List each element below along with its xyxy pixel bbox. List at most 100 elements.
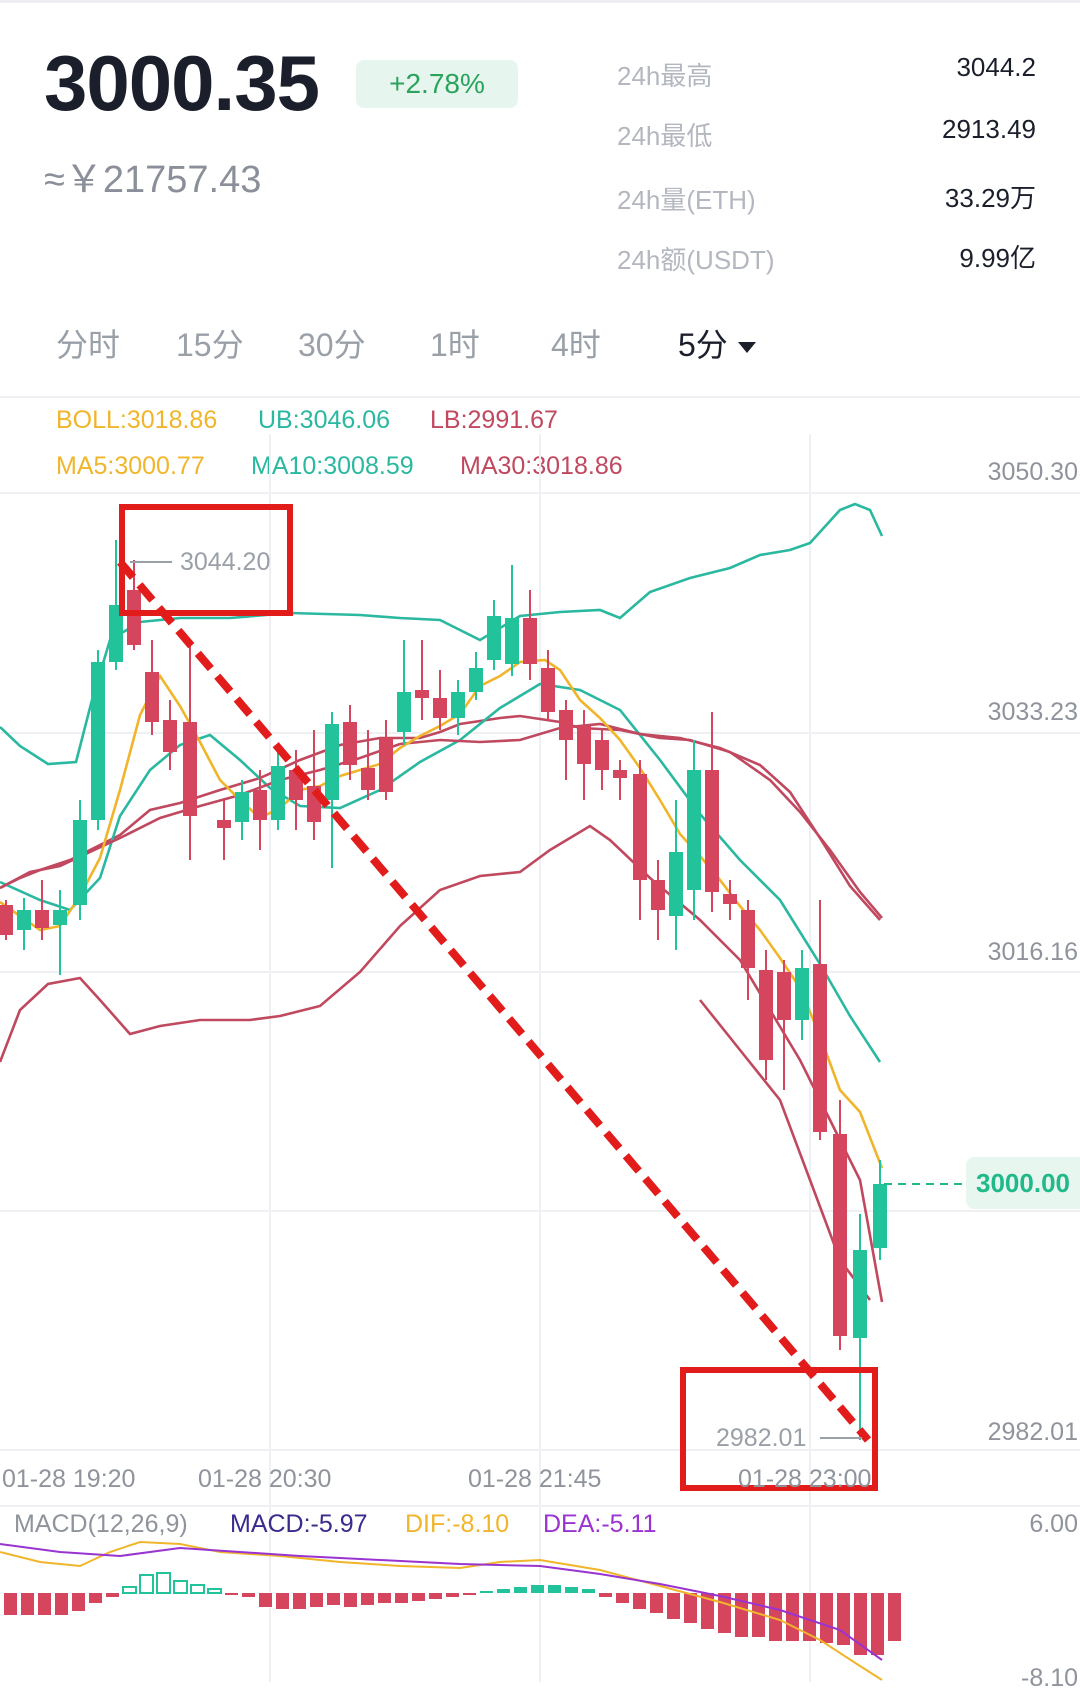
macd-bar [327, 1593, 340, 1605]
candle-body [109, 605, 123, 662]
divider [0, 396, 1080, 398]
macd-bar [429, 1593, 442, 1599]
stat-label-low: 24h最低 [617, 121, 713, 151]
x-tick-4: 01-28 23:00 [738, 1465, 872, 1493]
macd-bar [4, 1593, 17, 1615]
macd-bar [395, 1593, 408, 1603]
dea-value: DEA:-5.11 [543, 1510, 657, 1538]
candle-body [361, 768, 375, 790]
candle-body [541, 668, 555, 712]
ma30-line [0, 722, 881, 921]
top-border [0, 0, 1080, 3]
tab-15m[interactable]: 15分 [176, 327, 244, 363]
stat-value-volume: 33.29万 [944, 183, 1036, 213]
candle-body [73, 820, 87, 905]
macd-bar [412, 1593, 425, 1601]
macd-bar [582, 1589, 595, 1593]
candle-body [325, 724, 339, 800]
candle-body [91, 662, 105, 820]
ma10-line [0, 682, 882, 1063]
stat-label-turnover: 24h额(USDT) [617, 245, 775, 275]
candle-body [853, 1250, 867, 1338]
macd-bar [701, 1593, 714, 1629]
tab-5m-dropdown[interactable]: 5分 [678, 320, 756, 366]
candle-body [35, 910, 49, 928]
candle-body [253, 790, 267, 820]
candle-body [343, 722, 357, 765]
y-tick-3: 3016.16 [987, 938, 1078, 966]
macd-bar [888, 1593, 901, 1641]
macd-bar [786, 1593, 799, 1641]
candle-body [705, 770, 719, 892]
candle-body [795, 968, 809, 1020]
candle-body [53, 910, 67, 925]
macd-bar [55, 1593, 68, 1615]
macd-bar [139, 1574, 154, 1594]
candle-body [813, 964, 827, 1132]
candle-body [595, 740, 609, 770]
candle-body [469, 668, 483, 692]
macd-bar [225, 1593, 238, 1595]
candle-body [433, 698, 447, 718]
chevron-down-icon [737, 342, 756, 354]
candle-body [379, 738, 393, 792]
tab-30m[interactable]: 30分 [298, 327, 366, 363]
tab-timeshare[interactable]: 分时 [56, 327, 121, 363]
dif-value: DIF:-8.10 [405, 1510, 510, 1538]
candle-body [723, 894, 737, 904]
macd-bar [463, 1593, 476, 1595]
ma5-label: MA5:3000.77 [56, 452, 205, 480]
macd-title: MACD(12,26,9) [14, 1510, 188, 1538]
stat-label-high: 24h最高 [617, 61, 713, 91]
macd-bar [531, 1585, 544, 1593]
candle-body [235, 792, 249, 822]
stat-value-low: 2913.49 [942, 114, 1036, 144]
macd-bar [497, 1589, 510, 1593]
lb-label: LB:2991.67 [430, 406, 558, 434]
x-tick-2: 01-28 20:30 [198, 1465, 332, 1493]
macd-bar [565, 1587, 578, 1593]
dea-line [0, 1543, 883, 1661]
candle-body [183, 722, 197, 816]
candle-body [451, 692, 465, 718]
macd-bar [122, 1586, 137, 1594]
macd-bar [259, 1593, 272, 1607]
candle-body [577, 726, 591, 764]
macd-bar [633, 1593, 646, 1609]
macd-bar [344, 1593, 357, 1607]
y-tick-1: 3050.30 [987, 458, 1078, 486]
macd-bar [446, 1593, 459, 1597]
ma10-label: MA10:3008.59 [251, 452, 414, 480]
candle-body [687, 770, 701, 890]
candle-body [613, 770, 627, 778]
mid-line [0, 714, 883, 919]
macd-bar [871, 1593, 884, 1655]
y-tick-4: 2982.01 [987, 1418, 1078, 1446]
macd-bottom-tick: -8.10 [1021, 1664, 1078, 1692]
tab-1h[interactable]: 1时 [430, 327, 480, 363]
candle-body [397, 692, 411, 732]
stat-value-high: 3044.2 [956, 52, 1036, 82]
candle-body [217, 820, 231, 828]
ub-label: UB:3046.06 [258, 406, 391, 434]
candle-body [833, 1134, 847, 1336]
candle-body [0, 905, 13, 935]
macd-value: MACD:-5.97 [230, 1510, 368, 1538]
macd-bar [599, 1593, 612, 1597]
macd-bar [769, 1593, 782, 1641]
candle-body [873, 1184, 887, 1248]
candle-body [17, 910, 31, 930]
macd-bar [310, 1593, 323, 1607]
tab-4h[interactable]: 4时 [551, 327, 601, 363]
macd-bar [735, 1593, 748, 1637]
change-badge: +2.78% [356, 60, 518, 108]
macd-bar [106, 1593, 119, 1597]
low-annotation: 2982.01 [716, 1424, 807, 1452]
candle-body [759, 970, 773, 1060]
macd-bar [667, 1593, 680, 1619]
macd-bar [21, 1593, 34, 1615]
macd-bar [820, 1593, 833, 1643]
macd-bar [361, 1593, 374, 1605]
macd-bar [480, 1591, 493, 1593]
